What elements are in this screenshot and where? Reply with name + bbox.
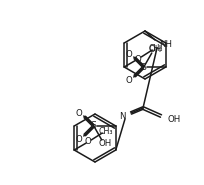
Text: OH: OH [98,139,111,149]
Text: O: O [125,75,132,85]
Text: S: S [90,122,96,130]
Text: NH: NH [158,40,171,48]
Text: S: S [140,63,146,71]
Text: CH₃: CH₃ [148,43,163,53]
Text: O: O [125,50,132,58]
Text: OH: OH [167,115,180,124]
Text: OH: OH [147,45,161,53]
Text: N: N [119,112,125,120]
Text: CH₃: CH₃ [99,127,113,135]
Text: O: O [75,108,82,117]
Text: O: O [75,134,82,144]
Text: O: O [134,55,141,63]
Text: O: O [84,137,91,147]
